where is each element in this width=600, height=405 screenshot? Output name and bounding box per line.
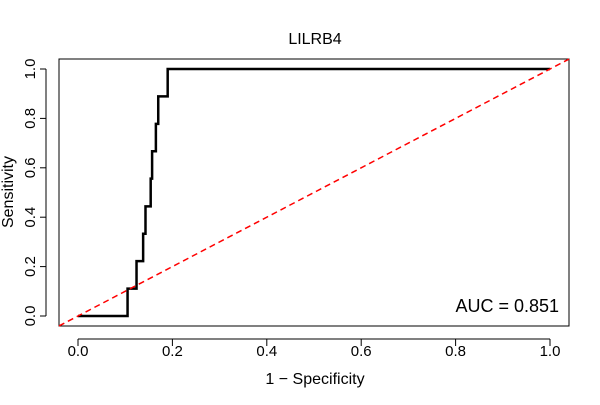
- y-tick-label: 0.6: [22, 157, 39, 178]
- x-tick-label: 1.0: [540, 343, 561, 360]
- auc-annotation: AUC = 0.851: [455, 296, 559, 316]
- x-tick-label: 0.2: [162, 343, 183, 360]
- plot-frame: [58, 58, 570, 327]
- reference-diagonal-line: [58, 58, 570, 327]
- y-tick-label: 0.8: [22, 108, 39, 129]
- y-tick-label: 0.4: [22, 207, 39, 228]
- series-layer: [58, 58, 570, 327]
- x-axis-label: 1 − Specificity: [265, 371, 364, 388]
- y-axis: 0.0 0.2 0.4 0.6 0.8 1.0: [22, 59, 47, 327]
- x-tick-label: 0.8: [445, 343, 466, 360]
- x-tick-label: 0.4: [256, 343, 277, 360]
- y-tick-label: 0.2: [22, 256, 39, 277]
- x-axis: 0.0 0.2 0.4 0.6 0.8 1.0: [68, 338, 561, 360]
- chart-title: LILRB4: [288, 31, 341, 48]
- y-axis-label: Sensitivity: [0, 156, 17, 228]
- roc-curve-line: [78, 67, 550, 318]
- y-tick-label: 0.0: [22, 306, 39, 327]
- x-tick-label: 0.0: [68, 343, 89, 360]
- x-tick-label: 0.6: [351, 343, 372, 360]
- y-tick-label: 1.0: [22, 59, 39, 80]
